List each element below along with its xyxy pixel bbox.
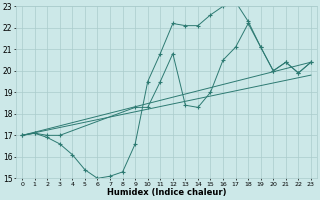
X-axis label: Humidex (Indice chaleur): Humidex (Indice chaleur) xyxy=(107,188,226,197)
